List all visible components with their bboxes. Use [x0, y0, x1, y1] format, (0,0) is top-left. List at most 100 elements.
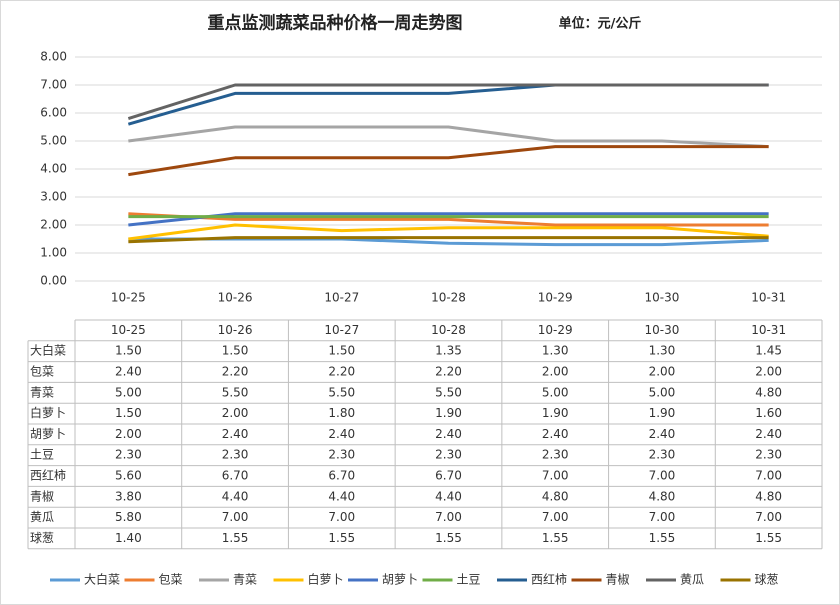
- table-cell: 7.00: [755, 510, 782, 524]
- table-cell: 4.40: [222, 489, 249, 503]
- x-tick-label: 10-25: [111, 291, 146, 305]
- table-cell: 6.70: [222, 469, 249, 483]
- table-header: 10-31: [751, 323, 786, 337]
- table-header: 10-28: [431, 323, 466, 337]
- table-cell: 7.00: [649, 469, 676, 483]
- table-cell: 1.90: [649, 406, 676, 420]
- table-cell: 4.80: [649, 489, 676, 503]
- table-cell: 1.60: [755, 406, 782, 420]
- table-cell: 4.40: [328, 489, 355, 503]
- table-cell: 2.30: [542, 448, 569, 462]
- chart-subtitle: 单位：元/公斤: [559, 16, 642, 32]
- y-tick-label: 1.00: [40, 246, 67, 260]
- table-header: 10-27: [324, 323, 359, 337]
- table-cell: 5.00: [649, 385, 676, 399]
- y-tick-label: 5.00: [40, 134, 67, 148]
- y-tick-label: 8.00: [40, 50, 67, 64]
- legend-label: 青菜: [233, 573, 257, 587]
- series-line: [128, 145, 769, 177]
- table-cell: 1.50: [328, 344, 355, 358]
- table-cell: 1.50: [222, 344, 249, 358]
- table-cell: 1.30: [649, 344, 676, 358]
- table-cell: 7.00: [542, 469, 569, 483]
- table-cell: 1.55: [328, 531, 355, 545]
- y-tick-label: 6.00: [40, 106, 67, 120]
- y-tick-label: 4.00: [40, 162, 67, 176]
- table-row-label: 西红柿: [30, 468, 66, 483]
- table-cell: 4.80: [755, 385, 782, 399]
- table-cell: 2.30: [649, 448, 676, 462]
- legend-label: 胡萝卜: [382, 573, 418, 587]
- table-cell: 2.00: [542, 365, 569, 379]
- table-header: 10-29: [538, 323, 573, 337]
- table-cell: 2.20: [328, 365, 355, 379]
- table-cell: 2.40: [328, 427, 355, 441]
- table-cell: 4.40: [435, 489, 462, 503]
- y-tick-label: 2.00: [40, 218, 67, 232]
- table-cell: 1.35: [435, 344, 462, 358]
- table-cell: 1.55: [755, 531, 782, 545]
- table-cell: 2.20: [435, 365, 462, 379]
- table-cell: 7.00: [755, 469, 782, 483]
- legend-label: 白萝卜: [308, 572, 344, 587]
- table-cell: 6.70: [435, 469, 462, 483]
- table-cell: 1.50: [115, 344, 142, 358]
- table-cell: 2.40: [649, 427, 676, 441]
- table-row-label: 球葱: [30, 531, 54, 545]
- table-cell: 1.50: [115, 406, 142, 420]
- table-cell: 1.55: [435, 531, 462, 545]
- table-row-label: 大白菜: [30, 343, 66, 358]
- table-cell: 5.00: [115, 385, 142, 399]
- table-cell: 5.00: [542, 385, 569, 399]
- table-cell: 1.55: [649, 531, 676, 545]
- table-cell: 2.30: [115, 448, 142, 462]
- table-row-label: 土豆: [30, 448, 54, 462]
- x-tick-label: 10-31: [751, 291, 786, 305]
- table-cell: 5.50: [435, 385, 462, 399]
- series-line: [128, 125, 769, 149]
- table-cell: 5.50: [328, 385, 355, 399]
- table-cell: 1.55: [542, 531, 569, 545]
- x-tick-label: 10-27: [324, 291, 359, 305]
- table-cell: 1.55: [222, 531, 249, 545]
- table-cell: 5.60: [115, 469, 142, 483]
- series-line: [128, 236, 769, 244]
- table-cell: 2.40: [222, 427, 249, 441]
- table-row-label: 黄瓜: [30, 510, 54, 524]
- series-line: [128, 212, 769, 227]
- x-tick-label: 10-28: [431, 291, 466, 305]
- table-cell: 4.80: [755, 489, 782, 503]
- table-cell: 6.70: [328, 469, 355, 483]
- table-row-label: 青椒: [30, 489, 54, 503]
- y-tick-label: 7.00: [40, 78, 67, 92]
- legend-label: 球葱: [755, 573, 779, 587]
- table-cell: 1.90: [435, 406, 462, 420]
- table-cell: 1.30: [542, 344, 569, 358]
- table-cell: 7.00: [542, 510, 569, 524]
- chart-title: 重点监测蔬菜品种价格一周走势图: [208, 13, 463, 34]
- table-cell: 1.45: [755, 344, 782, 358]
- table-cell: 1.80: [328, 406, 355, 420]
- table-cell: 2.30: [755, 448, 782, 462]
- table-row-label: 青菜: [30, 385, 54, 399]
- legend-label: 青椒: [606, 573, 630, 587]
- table-cell: 1.90: [542, 406, 569, 420]
- table-cell: 7.00: [649, 510, 676, 524]
- table-cell: 7.00: [222, 510, 249, 524]
- legend-label: 土豆: [457, 573, 481, 587]
- table-cell: 2.20: [222, 365, 249, 379]
- table-cell: 2.40: [755, 427, 782, 441]
- x-tick-label: 10-26: [218, 291, 253, 305]
- table-cell: 7.00: [328, 510, 355, 524]
- series-line: [128, 212, 769, 227]
- table-cell: 7.00: [435, 510, 462, 524]
- table-cell: 1.40: [115, 531, 142, 545]
- table-header: 10-26: [218, 323, 253, 337]
- table-cell: 2.40: [435, 427, 462, 441]
- table-cell: 2.30: [222, 448, 249, 462]
- table-header: 10-25: [111, 323, 146, 337]
- table-cell: 2.00: [649, 365, 676, 379]
- table-cell: 2.40: [115, 365, 142, 379]
- table-cell: 2.40: [542, 427, 569, 441]
